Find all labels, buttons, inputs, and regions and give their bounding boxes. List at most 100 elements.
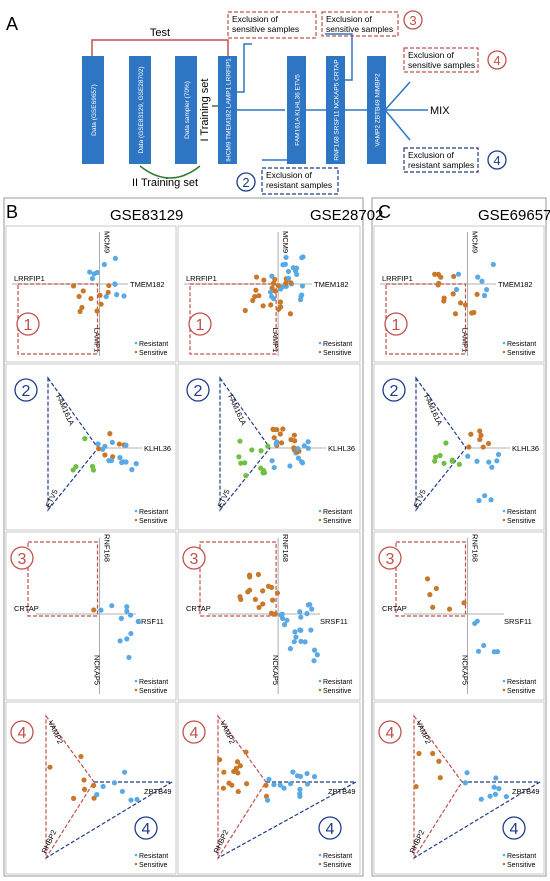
row-num-red-r4c2-circle — [182, 720, 206, 744]
data-point — [314, 652, 320, 658]
data-point — [260, 601, 266, 607]
data-point — [293, 634, 299, 640]
plot-r3-c1: RNF168 CRTAP SRSF11 NCKAP5 3 Resistant Sensiti… — [5, 531, 177, 701]
row-num-r1c1-circle — [16, 312, 40, 336]
exclusion-box-2 — [261, 167, 339, 195]
axis-label-right-r3c1: SRSF11 — [136, 617, 164, 626]
data-point — [301, 443, 307, 449]
test-label: Test — [150, 27, 170, 39]
data-point — [106, 282, 112, 289]
exclusion-num-circle-3 — [403, 10, 423, 30]
data-point — [114, 292, 120, 298]
legend-sensitive-r1c1: Sensitive — [139, 350, 168, 357]
data-point — [277, 431, 283, 437]
data-point — [287, 463, 293, 469]
plot-grid: MCM9 LRRFIP1 TMEM182 LAMP1 1 Resistant Sensiti… — [5, 225, 545, 875]
axis-label-bottom-r4c2: RHBP2 — [212, 828, 231, 854]
data-point — [96, 446, 102, 452]
data-point — [478, 796, 484, 802]
data-point — [47, 764, 53, 770]
data-point — [424, 576, 431, 582]
data-point — [485, 440, 492, 447]
data-point — [271, 435, 277, 441]
plot-frame — [5, 225, 177, 363]
axis-label-right-r2c3: KLHL36 — [512, 444, 539, 453]
legend-resistant-r2c3: Resistant — [507, 509, 536, 516]
legend-resistant-r3c1: Resistant — [139, 679, 168, 686]
axis-label-top-r3c1: RNF168 — [103, 534, 112, 562]
exclusion-triangle-blue — [413, 781, 543, 859]
data-point — [437, 452, 443, 459]
data-point — [76, 293, 82, 300]
plot-r4-c1: VAMP2 ZBTB49 RHBP2 4 4 Resistant Sensitive — [5, 701, 177, 875]
data-point — [91, 271, 97, 277]
flow-bar-label-5: FAM161A KLHL36 ETV5 — [295, 74, 302, 146]
row-num-r2c3-circle — [382, 378, 406, 402]
exclusion-text-5-2: resistant samples — [408, 160, 474, 170]
data-point — [413, 783, 419, 790]
data-point — [298, 614, 304, 620]
row-num-blue-r4c2: 4 — [326, 821, 335, 838]
data-point — [298, 293, 304, 300]
plot-r4-c3: VAMP2 ZBTB49 RHBP2 4 4 Resistant Sensitive — [373, 701, 545, 875]
legend-sensitive-r3c2: Sensitive — [323, 688, 352, 695]
data-point — [462, 780, 468, 786]
data-point — [128, 630, 134, 637]
plot-r4-c2: VAMP2 ZBTB49 RHBP2 4 4 Resistant Sensitive — [177, 701, 361, 875]
legend-resistant-r4c1: Resistant — [139, 853, 168, 860]
legend-sensitive-r1c3: Sensitive — [507, 350, 536, 357]
data-point — [486, 459, 492, 465]
data-point — [268, 302, 274, 308]
data-point — [242, 460, 248, 466]
data-point — [119, 459, 125, 466]
data-point — [242, 307, 248, 314]
data-point — [249, 447, 255, 453]
exclusion-triangle-red — [217, 714, 267, 861]
flow-bar-label-2: Data (GSE83129, GSE28702) — [138, 66, 145, 153]
legend-sensitive-r3c3: Sensitive — [507, 688, 536, 695]
data-point — [458, 300, 464, 306]
data-point — [461, 600, 467, 606]
legend-sensitive-r1c2: Sensitive — [323, 350, 352, 357]
data-point — [433, 585, 439, 592]
row-num-r2c2-circle — [186, 378, 210, 402]
data-point — [291, 432, 297, 438]
data-point — [238, 460, 244, 466]
data-point — [279, 440, 285, 446]
exclusion-box-4 — [403, 47, 479, 73]
data-point — [489, 464, 495, 470]
data-point — [435, 271, 442, 277]
row-num-r3c3-circle — [378, 546, 402, 570]
legend-dot-resistant-r3c3 — [502, 679, 506, 683]
legend-dot-sensitive-r2c2 — [318, 518, 322, 522]
data-point — [302, 639, 308, 645]
panel-c-frame — [371, 197, 547, 877]
data-point — [98, 301, 104, 307]
data-point — [107, 431, 113, 437]
axis-label-top-r1c2: MCM9 — [281, 231, 290, 253]
data-point — [291, 639, 297, 645]
data-point — [452, 311, 459, 317]
data-point — [278, 304, 284, 310]
data-point — [475, 274, 481, 280]
exclusion-box-1 — [227, 11, 317, 39]
data-point — [221, 769, 227, 775]
flow-connectors — [237, 33, 428, 161]
axis-label-bottom-r4c1: RHBP2 — [40, 828, 59, 854]
data-point — [297, 609, 303, 615]
data-point — [279, 611, 285, 617]
axis-label-right-r2c2: KLHL36 — [328, 444, 355, 453]
legend-resistant-r3c3: Resistant — [507, 679, 536, 686]
data-point — [82, 436, 88, 442]
data-point — [247, 587, 253, 593]
data-point — [77, 308, 83, 315]
data-point — [297, 627, 303, 633]
legend-sensitive-r4c3: Sensitive — [507, 862, 536, 869]
axis-label-top-r3c2: RNF168 — [281, 534, 290, 562]
axis-label-left-r3c1: CRTAP — [14, 604, 39, 613]
data-point — [432, 454, 439, 460]
plot-frame — [177, 531, 361, 701]
dataset-title-3: GSE69657 — [478, 207, 550, 224]
data-point — [308, 627, 314, 633]
data-point — [94, 792, 100, 798]
